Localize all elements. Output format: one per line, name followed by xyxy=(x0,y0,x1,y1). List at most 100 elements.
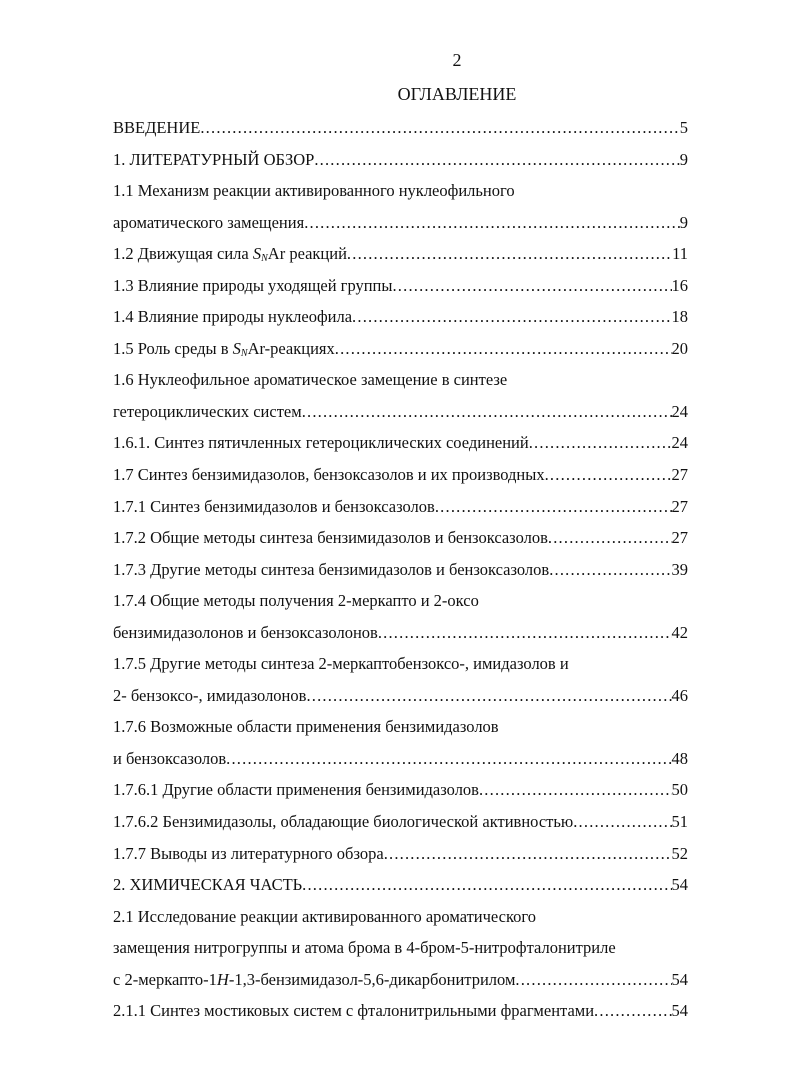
toc-title-part: 1.7.5 Другие методы синтеза 2-меркаптобе… xyxy=(113,654,569,674)
toc-entry: 2. ХИМИЧЕСКАЯ ЧАСТЬ 54 xyxy=(113,869,688,901)
toc-entry-page: 24 xyxy=(671,433,689,453)
toc-entry-page: 9 xyxy=(679,149,688,169)
toc-title-part: N xyxy=(240,347,248,359)
toc-title-part: бензимидазолонов и бензоксазолонов xyxy=(113,622,378,642)
toc-entry-title: и бензоксазолов xyxy=(113,743,226,775)
dot-leader xyxy=(545,459,672,491)
toc-entry-title: 1.2 Движущая сила SNAr реакций xyxy=(113,238,347,270)
toc-entry: 1.7 Синтез бензимидазолов, бензоксазолов… xyxy=(113,459,688,491)
toc-entry-title: 1.7.6.1 Другие области применения бензим… xyxy=(113,774,479,806)
toc-entry-title: 1.7.3 Другие методы синтеза бензимидазол… xyxy=(113,554,549,586)
toc-entry: 1.7.1 Синтез бензимидазолов и бензоксазо… xyxy=(113,491,688,523)
toc-entry-title: 1.4 Влияние природы нуклеофила xyxy=(113,301,352,333)
toc-title-part: 2.1 Исследование реакции активированного… xyxy=(113,906,537,926)
toc-entry-title: замещения нитрогруппы и атома брома в 4-… xyxy=(113,932,616,964)
toc-entry: замещения нитрогруппы и атома брома в 4-… xyxy=(113,932,688,964)
toc-title-part: 1.6 Нуклеофильное ароматическое замещени… xyxy=(113,370,508,390)
dot-leader xyxy=(384,838,672,870)
toc-title-part: 1.7.6 Возможные области применения бензи… xyxy=(113,717,499,737)
toc-entry-page: 42 xyxy=(671,622,689,642)
dot-leader xyxy=(529,427,672,459)
toc-title-part: Ar реакций xyxy=(267,244,347,264)
toc-entry: 1.6 Нуклеофильное ароматическое замещени… xyxy=(113,364,688,396)
toc-entry-title: 1.7.2 Общие методы синтеза бензимидазоло… xyxy=(113,522,548,554)
toc-entry-title: 1.1 Механизм реакции активированного нук… xyxy=(113,175,515,207)
toc-entry-page: 24 xyxy=(671,401,689,421)
toc-entry: 2- бензоксо-, имидазолонов 46 xyxy=(113,680,688,712)
toc-entry-title: 2.1.1 Синтез мостиковых систем с фталони… xyxy=(113,995,594,1027)
toc-entry-title: ВВЕДЕНИЕ xyxy=(113,112,200,144)
dot-leader xyxy=(226,743,671,775)
toc-entry-page: 27 xyxy=(671,465,689,485)
toc-title-part: H xyxy=(216,969,229,989)
dot-leader xyxy=(515,964,671,996)
toc-title-part: 2- бензоксо-, имидазолонов xyxy=(113,685,307,705)
toc-entry: 1. ЛИТЕРАТУРНЫЙ ОБЗОР 9 xyxy=(113,144,688,176)
toc-entry-page: 5 xyxy=(679,118,688,137)
toc-entry: 1.7.4 Общие методы получения 2-меркапто … xyxy=(113,585,688,617)
toc-entry-title: 1.6 Нуклеофильное ароматическое замещени… xyxy=(113,364,507,396)
toc-entry-title: 1.7.4 Общие методы получения 2-меркапто … xyxy=(113,585,479,617)
page-number: 2 xyxy=(452,50,462,70)
toc-entry-page: 39 xyxy=(671,559,689,579)
dot-leader xyxy=(352,301,671,333)
toc-title-part: 1.5 Роль среды в xyxy=(113,338,233,358)
toc-entry-page: 54 xyxy=(671,875,689,895)
toc-entry: и бензоксазолов 48 xyxy=(113,743,688,775)
toc-entry-page: 54 xyxy=(671,969,689,989)
toc-entry: гетероциклических систем 24 xyxy=(113,396,688,428)
toc-title-part: 2.1.1 Синтез мостиковых систем с фталони… xyxy=(113,1001,595,1021)
toc-entry-page: 27 xyxy=(671,528,689,548)
toc-title-part: 1.7.7 Выводы из литературного обзора xyxy=(113,843,384,863)
dot-leader xyxy=(548,522,672,554)
toc-title-part: 1.7 Синтез бензимидазолов, бензоксазолов… xyxy=(113,465,545,485)
toc-entry: 1.7.3 Другие методы синтеза бензимидазол… xyxy=(113,554,688,586)
toc-title-part: 1.7.1 Синтез бензимидазолов и бензоксазо… xyxy=(113,496,435,516)
toc-entry-page: 51 xyxy=(671,812,689,832)
toc-entry-title: 1.5 Роль среды в SNAr-реакциях xyxy=(113,333,335,365)
toc-title-part: 1.7.6.2 Бензимидазолы, обладающие биолог… xyxy=(113,812,574,832)
toc-title-part: с 2-меркапто-1 xyxy=(113,969,217,989)
toc-entry: 2.1.1 Синтез мостиковых систем с фталони… xyxy=(113,995,688,1027)
toc-entry-page: 52 xyxy=(671,843,689,863)
toc-entry: ВВЕДЕНИЕ 5 xyxy=(113,112,688,144)
toc-title-part: 1.7.4 Общие методы получения 2-меркапто … xyxy=(113,591,479,611)
toc-title-part: 1.7.2 Общие методы синтеза бензимидазоло… xyxy=(113,528,548,548)
toc-entry-page: 16 xyxy=(671,275,689,295)
page-title: ОГЛАВЛЕНИЕ xyxy=(397,84,517,104)
toc-entry: 1.7.6 Возможные области применения бензи… xyxy=(113,711,688,743)
dot-leader xyxy=(479,774,672,806)
toc-title-part: ВВЕДЕНИЕ xyxy=(113,118,201,137)
dot-leader xyxy=(304,207,680,239)
dot-leader xyxy=(306,680,671,712)
dot-leader xyxy=(335,333,672,365)
toc-title-part: 1.2 Движущая сила xyxy=(113,244,253,264)
toc-entry-page: 9 xyxy=(679,212,688,232)
toc-entry-page: 48 xyxy=(671,748,689,768)
dot-leader xyxy=(378,617,672,649)
toc-entry: 1.4 Влияние природы нуклеофила 18 xyxy=(113,301,688,333)
toc-entry-title: 2.1 Исследование реакции активированного… xyxy=(113,901,536,933)
toc-entry: 1.3 Влияние природы уходящей группы 16 xyxy=(113,270,688,302)
toc-title-part: N xyxy=(261,253,268,265)
toc-title-part: -1,3-бензимидазол-5,6-дикарбонитрилом xyxy=(228,969,516,989)
toc-entry-title: 2- бензоксо-, имидазолонов xyxy=(113,680,306,712)
toc-entry-page: 50 xyxy=(671,780,689,800)
toc-entry: 1.7.6.1 Другие области применения бензим… xyxy=(113,774,688,806)
toc-entry-title: 1.7.1 Синтез бензимидазолов и бензоксазо… xyxy=(113,491,435,523)
toc-entry: 1.7.2 Общие методы синтеза бензимидазоло… xyxy=(113,522,688,554)
toc-entry: 2.1 Исследование реакции активированного… xyxy=(113,901,688,933)
toc-entry-page: 27 xyxy=(671,496,689,516)
dot-leader xyxy=(314,144,679,176)
toc-entry-page: 54 xyxy=(671,1001,689,1021)
dot-leader xyxy=(594,995,671,1027)
toc-title-part: 1.6.1. Синтез пятичленных гетероцикличес… xyxy=(113,433,529,453)
toc-title-part: ароматического замещения xyxy=(113,212,305,232)
dot-leader xyxy=(549,554,671,586)
dot-leader xyxy=(392,270,671,302)
toc-entry: 1.5 Роль среды в SNAr-реакциях 20 xyxy=(113,333,688,365)
dot-leader xyxy=(573,806,671,838)
toc-entry: бензимидазолонов и бензоксазолонов 42 xyxy=(113,617,688,649)
toc-entry-title: 1.3 Влияние природы уходящей группы xyxy=(113,270,392,302)
toc-title-part: замещения нитрогруппы и атома брома в 4-… xyxy=(113,938,616,958)
